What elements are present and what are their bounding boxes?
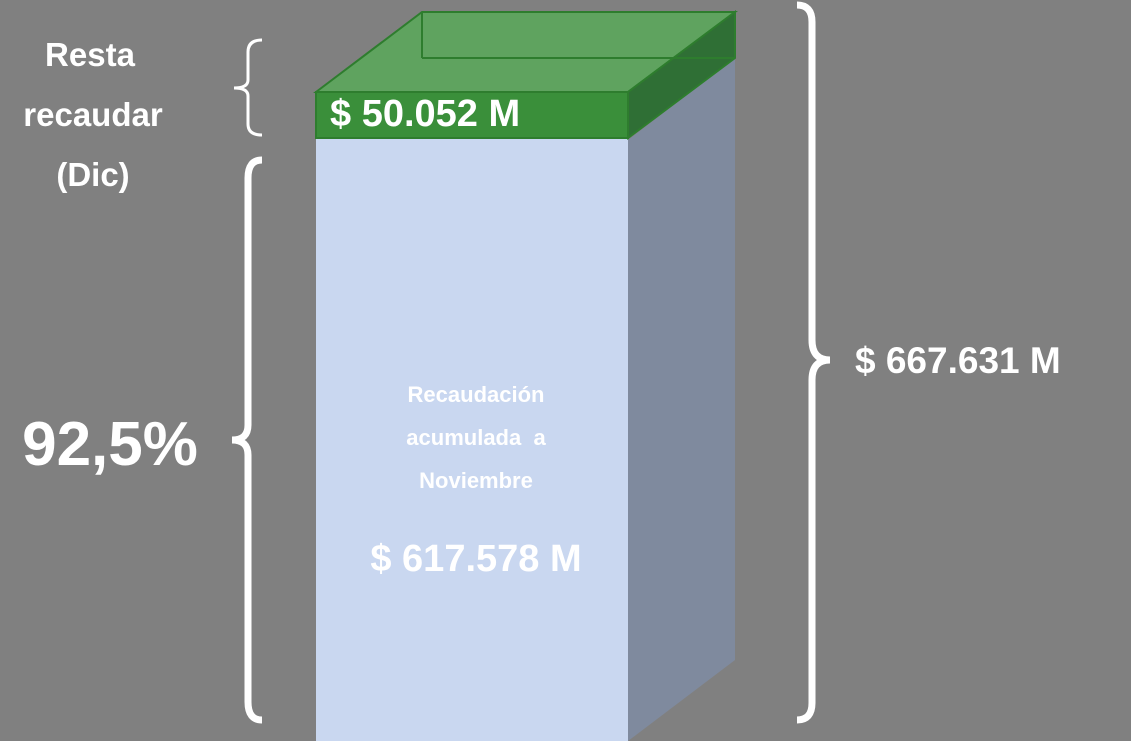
label-line: recaudar — [23, 96, 163, 133]
share: 92,5% — [22, 410, 198, 479]
label-line: (Dic) — [56, 156, 129, 193]
total: $ 667.631 M — [855, 340, 1061, 381]
box-label-line: acumulada a — [406, 425, 546, 450]
label-line: Resta — [45, 36, 136, 73]
brace-right — [796, 1, 831, 724]
box-side — [628, 58, 735, 741]
brace-top — [233, 38, 263, 137]
top-value: $ 50.052 M — [330, 93, 520, 135]
brace-left — [231, 156, 263, 724]
box-label-line: Noviembre — [419, 468, 533, 493]
bottom-value: $ 617.578 M — [370, 538, 581, 580]
box-label-line: Recaudación — [408, 382, 545, 407]
box-front — [316, 138, 628, 741]
green-front — [315, 91, 629, 139]
